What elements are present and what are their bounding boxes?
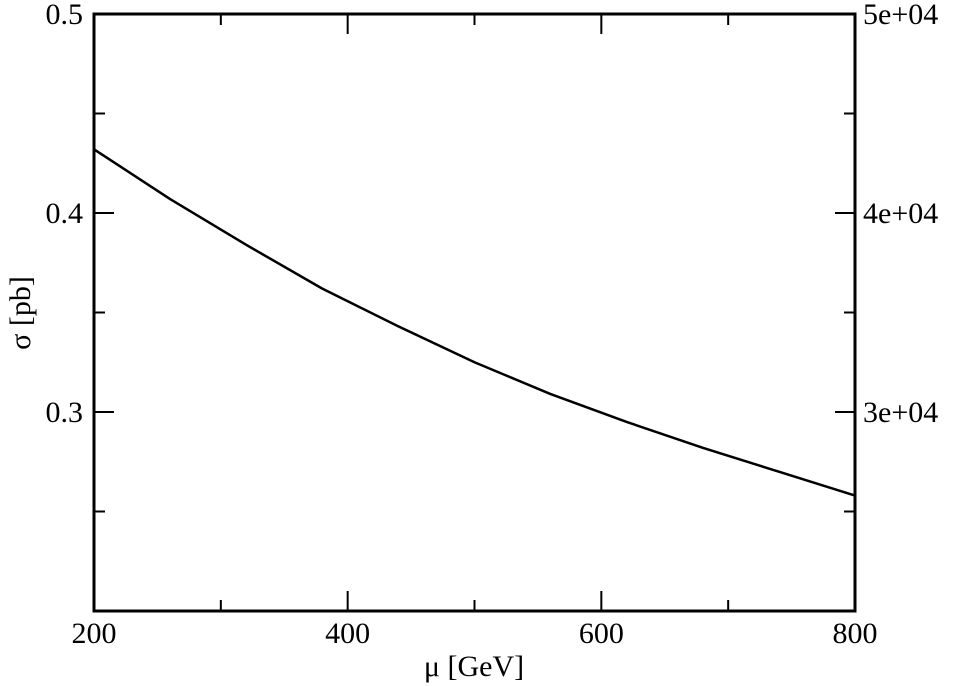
tick-marks bbox=[93, 13, 856, 611]
y-axis-label: σ [pb] bbox=[4, 276, 37, 350]
y-tick-label: 0.3 bbox=[46, 396, 84, 429]
x-tick-label: 400 bbox=[325, 617, 370, 650]
x-axis-label: μ [GeV] bbox=[424, 650, 524, 683]
y-tick-label: 0.5 bbox=[46, 0, 84, 31]
x-tick-label: 200 bbox=[72, 617, 117, 650]
y-tick-label: 0.4 bbox=[46, 197, 84, 230]
plot-frame bbox=[92, 12, 857, 613]
tick-labels: 200 400 600 800 0.3 0.4 0.5 3e+04 4e+04 5e+04 bbox=[46, 0, 939, 650]
x-tick-label: 800 bbox=[833, 617, 878, 650]
series-line bbox=[93, 148, 856, 497]
y2-tick-label: 5e+04 bbox=[863, 0, 938, 31]
x-tick-label: 600 bbox=[579, 617, 624, 650]
series-group bbox=[93, 148, 856, 497]
y2-tick-label: 3e+04 bbox=[863, 396, 938, 429]
y2-tick-label: 4e+04 bbox=[863, 197, 938, 230]
